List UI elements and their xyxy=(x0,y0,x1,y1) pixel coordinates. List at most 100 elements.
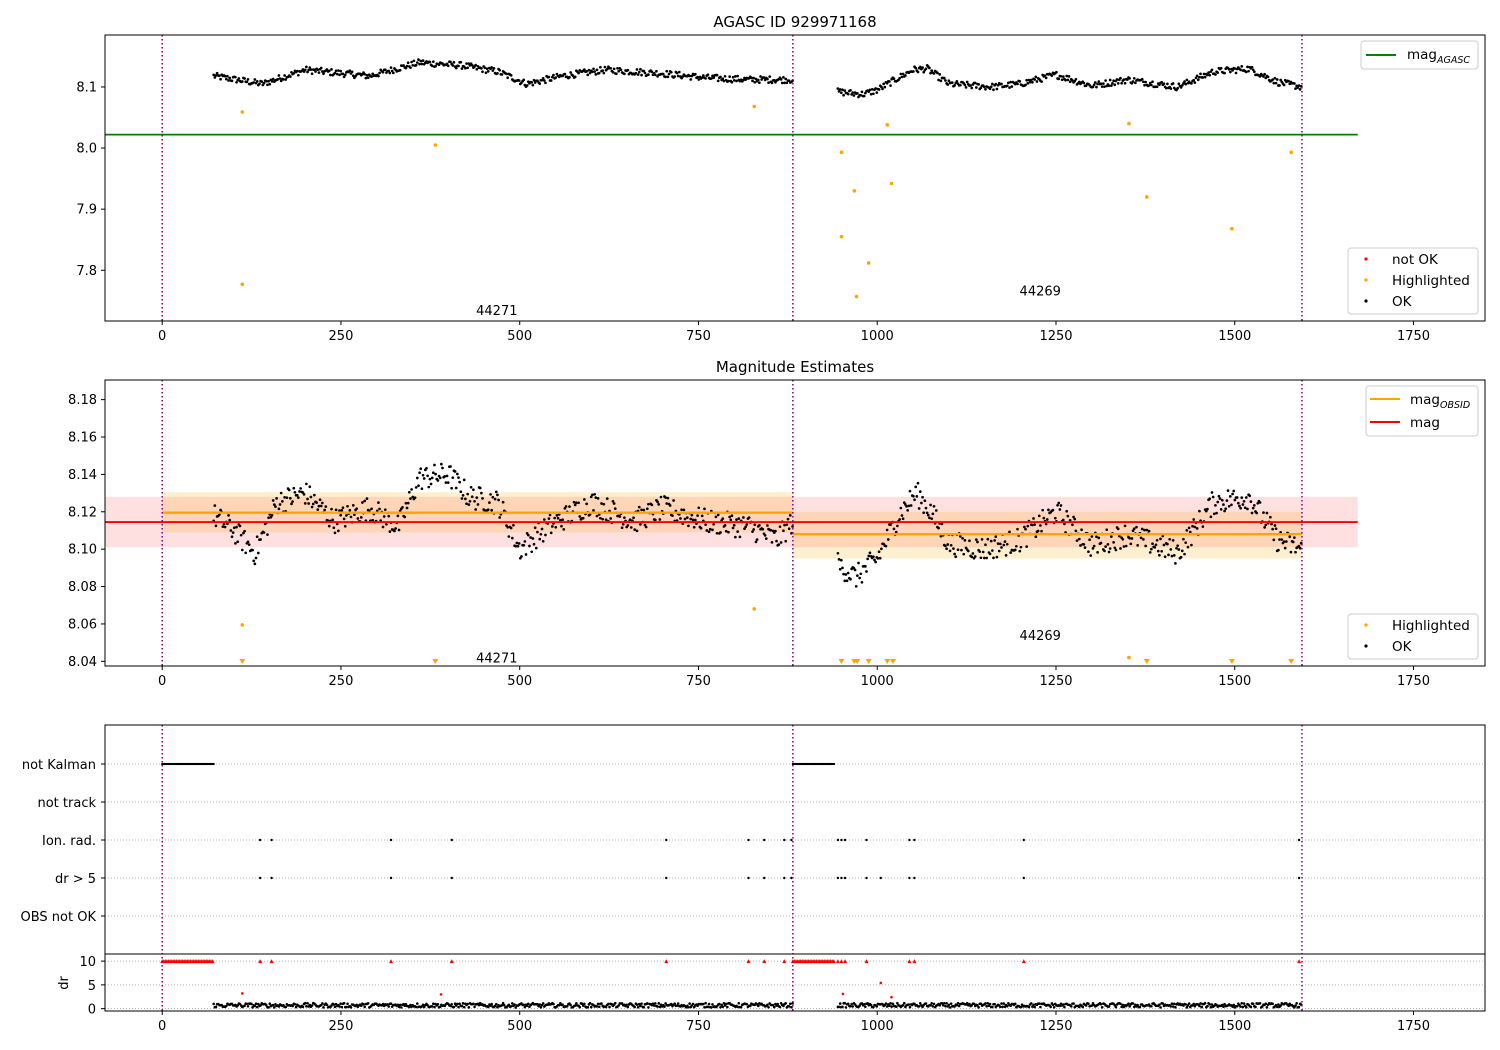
estimates-ok-point xyxy=(782,529,785,533)
dr-point xyxy=(948,1006,952,1009)
estimates-ok-point xyxy=(578,515,582,518)
dr-clipped-marker xyxy=(843,959,848,964)
estimates-ok-point xyxy=(262,531,266,534)
estimates-ok-point xyxy=(1235,496,1239,499)
estimates-ok-point xyxy=(633,528,637,531)
agasc-ok-point xyxy=(605,67,609,71)
dr-point xyxy=(875,1005,879,1008)
estimates-ok-point xyxy=(425,466,428,470)
estimates-ok-point xyxy=(222,522,226,526)
agasc-ok-point xyxy=(428,60,432,64)
estimates-ok-point xyxy=(1232,489,1236,493)
agasc-ok-point xyxy=(846,92,850,96)
agasc-ok-point xyxy=(1296,86,1300,89)
estimates-ok-point xyxy=(529,536,532,539)
agasc-ok-point xyxy=(577,71,580,75)
agasc-ok-point xyxy=(950,81,954,84)
dr-point xyxy=(310,1004,314,1007)
estimates-ok-point xyxy=(285,496,289,500)
estimates-ok-point xyxy=(1217,494,1221,498)
agasc-ok-point xyxy=(869,92,873,96)
estimates-ok-point xyxy=(595,514,599,518)
agasc-ok-point xyxy=(1192,78,1196,82)
dr-point xyxy=(1150,1004,1153,1008)
estimates-ok-point xyxy=(315,501,318,504)
estimates-ok-point xyxy=(886,538,890,541)
estimates-ok-point xyxy=(303,502,307,505)
agasc-y-tick-label: 8.1 xyxy=(76,80,97,95)
estimates-ok-point xyxy=(549,531,553,535)
agasc-ok-point xyxy=(1007,81,1010,85)
agasc-ok-point xyxy=(363,72,367,76)
dr-point xyxy=(1271,1002,1274,1006)
agasc-ok-point xyxy=(1093,81,1097,84)
estimates-ok-point xyxy=(514,544,518,548)
flag-point xyxy=(665,876,668,880)
estimates-ok-point xyxy=(961,536,964,540)
dr-point xyxy=(432,1002,435,1005)
agasc-ok-point xyxy=(550,75,554,79)
agasc-ok-point xyxy=(457,64,460,68)
estimates-ok-point xyxy=(467,503,471,506)
agasc-ok-point xyxy=(1067,75,1071,78)
estimates-ok-point xyxy=(457,476,460,479)
dr-point xyxy=(607,1002,610,1006)
dr-point xyxy=(976,1004,979,1007)
agasc-ok-point xyxy=(1202,72,1206,76)
estimates-plot-frame xyxy=(104,379,1486,667)
agasc-ok-point xyxy=(314,70,317,73)
dr-point xyxy=(461,1002,465,1005)
estimates-ok-point xyxy=(1033,523,1037,526)
dr-point xyxy=(941,1004,945,1007)
estimates-ok-point xyxy=(238,524,242,528)
agasc-ok-point xyxy=(434,64,437,68)
dr-point xyxy=(595,1005,599,1008)
agasc-ok-point xyxy=(1092,83,1096,87)
estimates-ok-point xyxy=(865,570,868,573)
estimates-ok-point xyxy=(918,490,922,493)
estimates-ok-point xyxy=(383,508,387,512)
agasc-ok-point xyxy=(437,63,441,67)
agasc-ok-point xyxy=(1034,75,1038,79)
agasc-ok-point xyxy=(296,73,300,77)
agasc-ok-point xyxy=(491,69,495,72)
estimates-ok-point xyxy=(1252,504,1256,507)
agasc-ok-point xyxy=(583,68,586,71)
estimates-ok-point xyxy=(422,477,426,480)
dr-point xyxy=(1005,1004,1009,1008)
estimates-ok-point xyxy=(460,497,464,500)
agasc-highlighted-point xyxy=(240,282,245,287)
estimates-ok-point xyxy=(528,544,531,548)
agasc-ok-point xyxy=(650,70,654,74)
estimates-ok-point xyxy=(1289,550,1293,554)
agasc-ok-point xyxy=(1298,88,1302,91)
agasc-ok-point xyxy=(723,74,727,78)
agasc-ok-point xyxy=(888,80,891,83)
agasc-highlighted-point xyxy=(839,234,844,239)
estimates-ok-point xyxy=(1170,554,1174,558)
estimates-ok-point xyxy=(1258,501,1262,504)
agasc-ok-point xyxy=(334,69,338,73)
dr-point xyxy=(596,1002,600,1006)
dr-point xyxy=(561,1003,564,1006)
estimates-ok-point xyxy=(1042,516,1046,520)
estimates-ok-point xyxy=(277,507,281,511)
agasc-ok-point xyxy=(1251,68,1255,72)
estimates-ok-point xyxy=(1080,528,1083,532)
dr-point xyxy=(901,1003,905,1007)
dr-point xyxy=(1239,1005,1242,1008)
agasc-ok-point xyxy=(1074,78,1078,81)
dr-point xyxy=(1084,1004,1088,1007)
estimates-ok-point xyxy=(877,550,881,554)
dr-point xyxy=(1037,1002,1041,1005)
agasc-ok-point xyxy=(767,81,770,85)
dr-point xyxy=(291,1004,294,1008)
estimates-ok-point xyxy=(239,533,243,537)
estimates-ok-point xyxy=(1240,496,1244,500)
agasc-ok-point xyxy=(1025,78,1029,82)
dr-point xyxy=(510,1002,514,1005)
agasc-ok-point xyxy=(1190,82,1193,85)
flag-point xyxy=(832,762,836,766)
estimates-ok-point xyxy=(1241,503,1245,506)
dr-point xyxy=(1077,1005,1081,1009)
